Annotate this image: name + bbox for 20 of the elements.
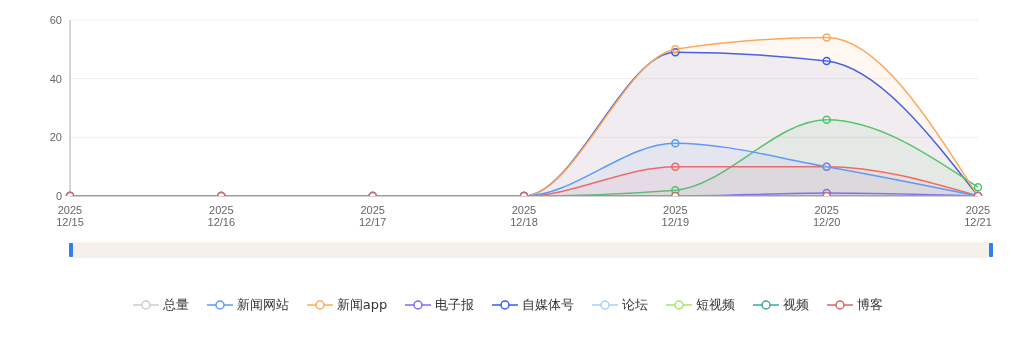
x-tick-label: 2025 12/16 [207, 204, 236, 228]
x-tick-label: 2025 12/17 [358, 204, 387, 228]
legend-label: 博客 [857, 296, 884, 314]
legend-label: 总量 [162, 296, 189, 314]
legend-label: 自媒体号 [522, 296, 575, 314]
y-tick-label: 0 [55, 189, 62, 202]
y-tick-label: 20 [49, 131, 62, 144]
legend-label: 视频 [783, 296, 810, 314]
y-tick-label: 60 [49, 13, 62, 26]
y-tick-label: 40 [49, 72, 62, 85]
legend-label: 电子报 [435, 296, 475, 314]
legend-label: 短视频 [696, 296, 736, 314]
x-tick-label: 2025 12/18 [510, 204, 538, 228]
legend-label: 新闻app [336, 296, 388, 314]
x-tick-label: 2025 12/21 [964, 204, 992, 228]
legend-label: 新闻网站 [236, 296, 289, 314]
x-tick-label: 2025 12/20 [812, 204, 841, 228]
x-tick-label: 2025 12/19 [661, 204, 690, 228]
x-tick-label: 2025 12/15 [56, 204, 84, 228]
legend-label: 论坛 [622, 296, 649, 314]
